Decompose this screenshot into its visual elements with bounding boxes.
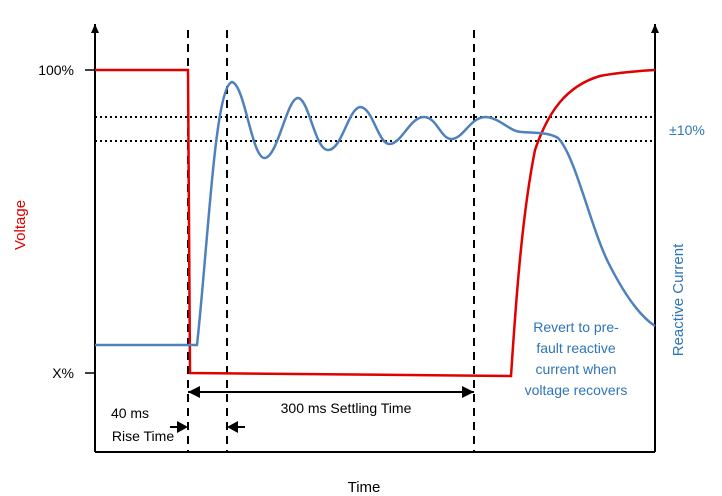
settling-time-label: 300 ms Settling Time <box>281 400 412 416</box>
y-label-x: X% <box>52 365 74 381</box>
revert-note-line3: current when <box>536 361 617 377</box>
rise-time-label-line1: 40 ms <box>111 405 149 421</box>
voltage-axis-label: Voltage <box>12 200 29 250</box>
revert-note-line4: voltage recovers <box>525 382 628 398</box>
rise-arrow-left-head <box>177 421 188 433</box>
voltage-curve <box>95 68 656 378</box>
tolerance-label: ±10% <box>669 122 705 138</box>
settling-arrow-left-head <box>188 386 200 398</box>
settling-arrow-right-head <box>462 386 474 398</box>
revert-note-line1: Revert to pre- <box>533 319 619 335</box>
rise-arrow-right-head <box>227 421 238 433</box>
reactive-current-curve <box>95 80 656 347</box>
reactive-axis-label: Reactive Current <box>670 243 687 356</box>
time-axis-label: Time <box>348 479 381 496</box>
revert-note-line2: fault reactive <box>536 340 616 356</box>
rise-time-label-line2: Rise Time <box>112 428 174 444</box>
y-label-100: 100% <box>38 62 74 78</box>
